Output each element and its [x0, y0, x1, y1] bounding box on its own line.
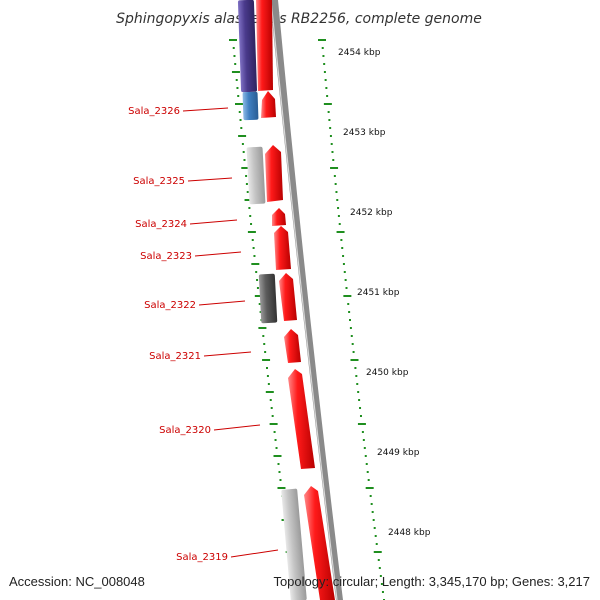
gene-label[interactable]: Sala_2326	[128, 106, 180, 117]
gene-label[interactable]: Sala_2319	[176, 552, 228, 563]
topology-text: Topology: circular; Length: 3,345,170 bp…	[273, 574, 590, 589]
scale-label: 2452 kbp	[350, 208, 393, 218]
accession-text: Accession: NC_008048	[9, 574, 145, 589]
label-leader	[194, 251, 242, 257]
feature-sala-2319-fwd[interactable]	[304, 486, 335, 600]
label-leader	[213, 424, 261, 431]
feature-sala-2319[interactable]	[281, 488, 307, 600]
scale-label: 2451 kbp	[357, 288, 400, 298]
label-leader	[203, 351, 252, 357]
genome-backbone	[270, 0, 343, 600]
genome-backbone-highlight	[270, 0, 338, 600]
scale-label: 2448 kbp	[388, 528, 431, 538]
feature-purple-1[interactable]	[237, 0, 258, 93]
feature-sala-2320-fwd[interactable]	[288, 369, 315, 469]
feature-sala-2322-fwd[interactable]	[279, 273, 297, 321]
scale-label: 2454 kbp	[338, 48, 381, 58]
label-leader	[187, 177, 233, 182]
gene-label[interactable]: Sala_2324	[135, 219, 187, 230]
scale-label: 2449 kbp	[377, 448, 420, 458]
feature-sala-2325-fwd[interactable]	[265, 145, 283, 202]
feature-sala-2324-fwd[interactable]	[272, 208, 286, 226]
feature-red-1[interactable]	[256, 0, 273, 91]
feature-sala-2321-fwd[interactable]	[284, 329, 301, 363]
gene-label[interactable]: Sala_2320	[159, 425, 211, 436]
forward-strand-features	[256, 0, 335, 600]
outer-tick-ring	[318, 39, 385, 600]
scale-labels: 2454 kbp 2453 kbp 2452 kbp 2451 kbp 2450…	[338, 48, 431, 538]
feature-sala-2322[interactable]	[258, 273, 278, 324]
map-title: Sphingopyxis alaskensis RB2256, complete…	[116, 11, 482, 27]
scale-label: 2450 kbp	[366, 368, 409, 378]
label-leader	[182, 107, 229, 112]
feature-sala-2326[interactable]	[242, 91, 259, 121]
feature-sala-2323-fwd[interactable]	[274, 226, 291, 270]
feature-sala-2325[interactable]	[246, 146, 266, 205]
scale-label: 2453 kbp	[343, 128, 386, 138]
gene-label[interactable]: Sala_2323	[140, 251, 192, 262]
reverse-strand-features	[237, 0, 307, 600]
label-leader	[198, 300, 246, 306]
feature-sala-2326-fwd[interactable]	[261, 91, 276, 118]
gene-label[interactable]: Sala_2325	[133, 176, 185, 187]
gene-label[interactable]: Sala_2322	[144, 300, 196, 311]
gene-label[interactable]: Sala_2321	[149, 351, 201, 362]
label-leader	[230, 549, 279, 558]
label-leader	[189, 219, 238, 225]
gene-labels: Sala_2326 Sala_2325 Sala_2324 Sala_2323 …	[128, 106, 279, 563]
